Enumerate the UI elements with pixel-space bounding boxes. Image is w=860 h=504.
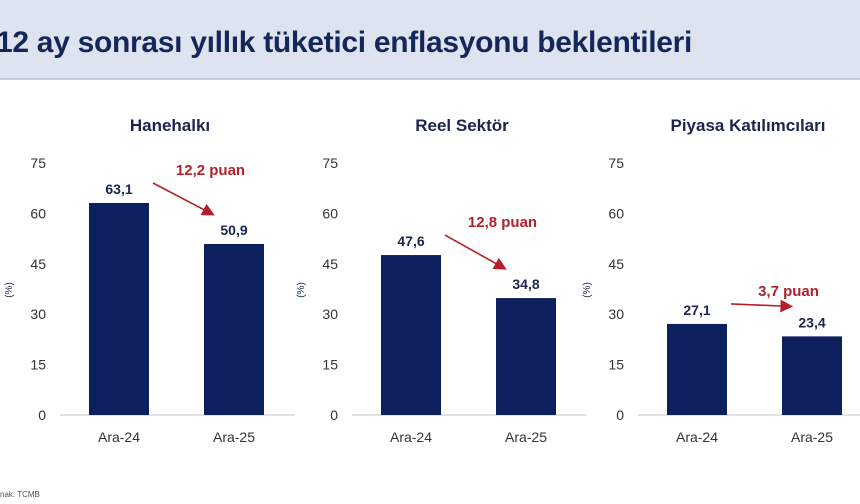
- x-tick-label: Ara-24: [390, 429, 432, 445]
- change-annotation: 3,7 puan: [758, 283, 819, 300]
- y-tick-label: 75: [30, 155, 46, 171]
- x-tick-label: Ara-25: [213, 429, 255, 445]
- y-tick-label: 60: [608, 205, 624, 221]
- y-axis-label: (%): [582, 282, 593, 298]
- bar-ara-24: [381, 255, 441, 415]
- y-tick-label: 30: [322, 306, 338, 322]
- data-label: 27,1: [683, 302, 710, 318]
- y-tick-label: 15: [608, 357, 624, 373]
- y-tick-label: 45: [608, 256, 624, 272]
- data-label: 63,1: [105, 181, 132, 197]
- bar-ara-24: [89, 202, 149, 415]
- change-annotation: 12,2 puan: [176, 162, 245, 179]
- change-arrow: [152, 182, 215, 216]
- bar-ara-25: [204, 243, 264, 415]
- y-axis-label: (%): [296, 282, 307, 298]
- panel-title: Reel Sektör: [415, 116, 509, 135]
- y-axis-label: (%): [4, 282, 15, 298]
- y-tick-label: 30: [608, 306, 624, 322]
- y-tick-label: 60: [322, 205, 338, 221]
- x-tick-label: Ara-24: [98, 429, 140, 445]
- bar-ara-25: [496, 298, 556, 415]
- page-title: 12 ay sonrası yıllık tüketici enflasyonu…: [0, 26, 693, 59]
- panel-title: Hanehalkı: [130, 116, 210, 135]
- change-annotation: 12,8 puan: [468, 214, 537, 231]
- bar-ara-25: [782, 336, 842, 415]
- header-band: 12 ay sonrası yıllık tüketici enflasyonu…: [0, 0, 860, 80]
- x-tick-label: Ara-24: [676, 429, 718, 445]
- bar-ara-24: [667, 323, 727, 415]
- y-tick-label: 0: [38, 407, 46, 423]
- y-tick-label: 30: [30, 306, 46, 322]
- data-label: 50,9: [220, 222, 247, 238]
- data-label: 47,6: [397, 233, 424, 249]
- panel-title: Piyasa Katılımcıları: [671, 116, 826, 135]
- y-tick-label: 60: [30, 205, 46, 221]
- change-arrow: [444, 234, 507, 270]
- y-tick-label: 0: [330, 407, 338, 423]
- y-tick-label: 75: [608, 155, 624, 171]
- y-tick-label: 45: [322, 256, 338, 272]
- source-note: nak: TCMB: [0, 490, 40, 499]
- data-label: 34,8: [512, 276, 539, 292]
- change-arrow: [730, 299, 794, 313]
- x-tick-label: Ara-25: [505, 429, 547, 445]
- y-tick-label: 15: [322, 357, 338, 373]
- y-tick-label: 45: [30, 256, 46, 272]
- y-tick-label: 0: [616, 407, 624, 423]
- y-tick-label: 75: [322, 155, 338, 171]
- data-label: 23,4: [798, 314, 825, 330]
- y-tick-label: 15: [30, 357, 46, 373]
- x-tick-label: Ara-25: [791, 429, 833, 445]
